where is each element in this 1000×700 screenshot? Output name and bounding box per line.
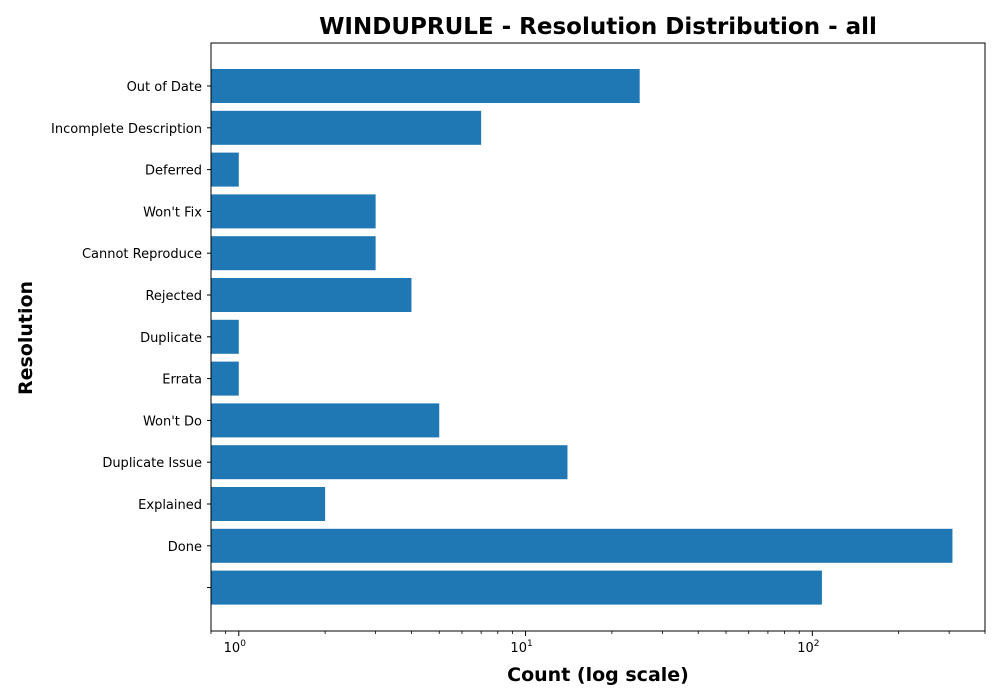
chart-title: WINDUPRULE - Resolution Distribution - a… bbox=[319, 14, 877, 40]
bar-duplicate bbox=[211, 319, 239, 354]
y-tick-label: Out of Date bbox=[127, 80, 202, 95]
bar-duplicate-issue bbox=[211, 445, 568, 480]
bar-blank bbox=[211, 570, 822, 605]
y-axis-label: Resolution bbox=[15, 281, 37, 395]
bar-done bbox=[211, 528, 953, 563]
x-axis-label: Count (log scale) bbox=[507, 664, 689, 686]
x-tick-base: 10 bbox=[510, 641, 527, 656]
y-tick-label: Deferred bbox=[145, 164, 202, 179]
y-tick-label: Done bbox=[168, 540, 202, 555]
plot-frame bbox=[210, 42, 986, 632]
y-tick-label: Incomplete Description bbox=[51, 122, 202, 137]
bar-cannot-reproduce bbox=[211, 236, 376, 271]
y-tick-label: Won't Do bbox=[143, 414, 202, 429]
bar-incomplete-description bbox=[211, 110, 482, 145]
bar-rejected bbox=[211, 278, 412, 312]
bar-won-t-do bbox=[211, 403, 440, 438]
y-tick-label: Cannot Reproduce bbox=[82, 247, 202, 262]
bar-out-of-date bbox=[211, 69, 640, 103]
x-tick-label: 100 bbox=[224, 639, 247, 656]
x-ticks-group: 100 101 102 bbox=[210, 631, 986, 656]
x-tick-label: 102 bbox=[797, 639, 819, 656]
y-tick-label: Duplicate Issue bbox=[102, 456, 202, 471]
y-tick-label: Errata bbox=[162, 373, 202, 388]
x-tick-exponent: 1 bbox=[527, 639, 533, 649]
bar-deferred bbox=[211, 152, 239, 187]
x-tick-exponent: 0 bbox=[240, 639, 246, 649]
y-tick-label: Duplicate bbox=[140, 331, 202, 346]
bar-won-t-fix bbox=[211, 194, 376, 229]
x-tick-label: 101 bbox=[510, 639, 532, 656]
bars-group bbox=[211, 69, 953, 605]
y-tick-label: Won't Fix bbox=[143, 205, 202, 220]
x-tick-base: 10 bbox=[797, 641, 814, 656]
x-tick-base: 10 bbox=[224, 641, 241, 656]
y-tick-label: Rejected bbox=[145, 289, 202, 304]
y-ticks-group: Out of Date Incomplete Description Deferre… bbox=[51, 80, 211, 589]
y-tick-label: Explained bbox=[138, 498, 202, 513]
bar-explained bbox=[211, 487, 326, 521]
bar-errata bbox=[211, 361, 239, 396]
x-tick-exponent: 2 bbox=[814, 639, 820, 649]
